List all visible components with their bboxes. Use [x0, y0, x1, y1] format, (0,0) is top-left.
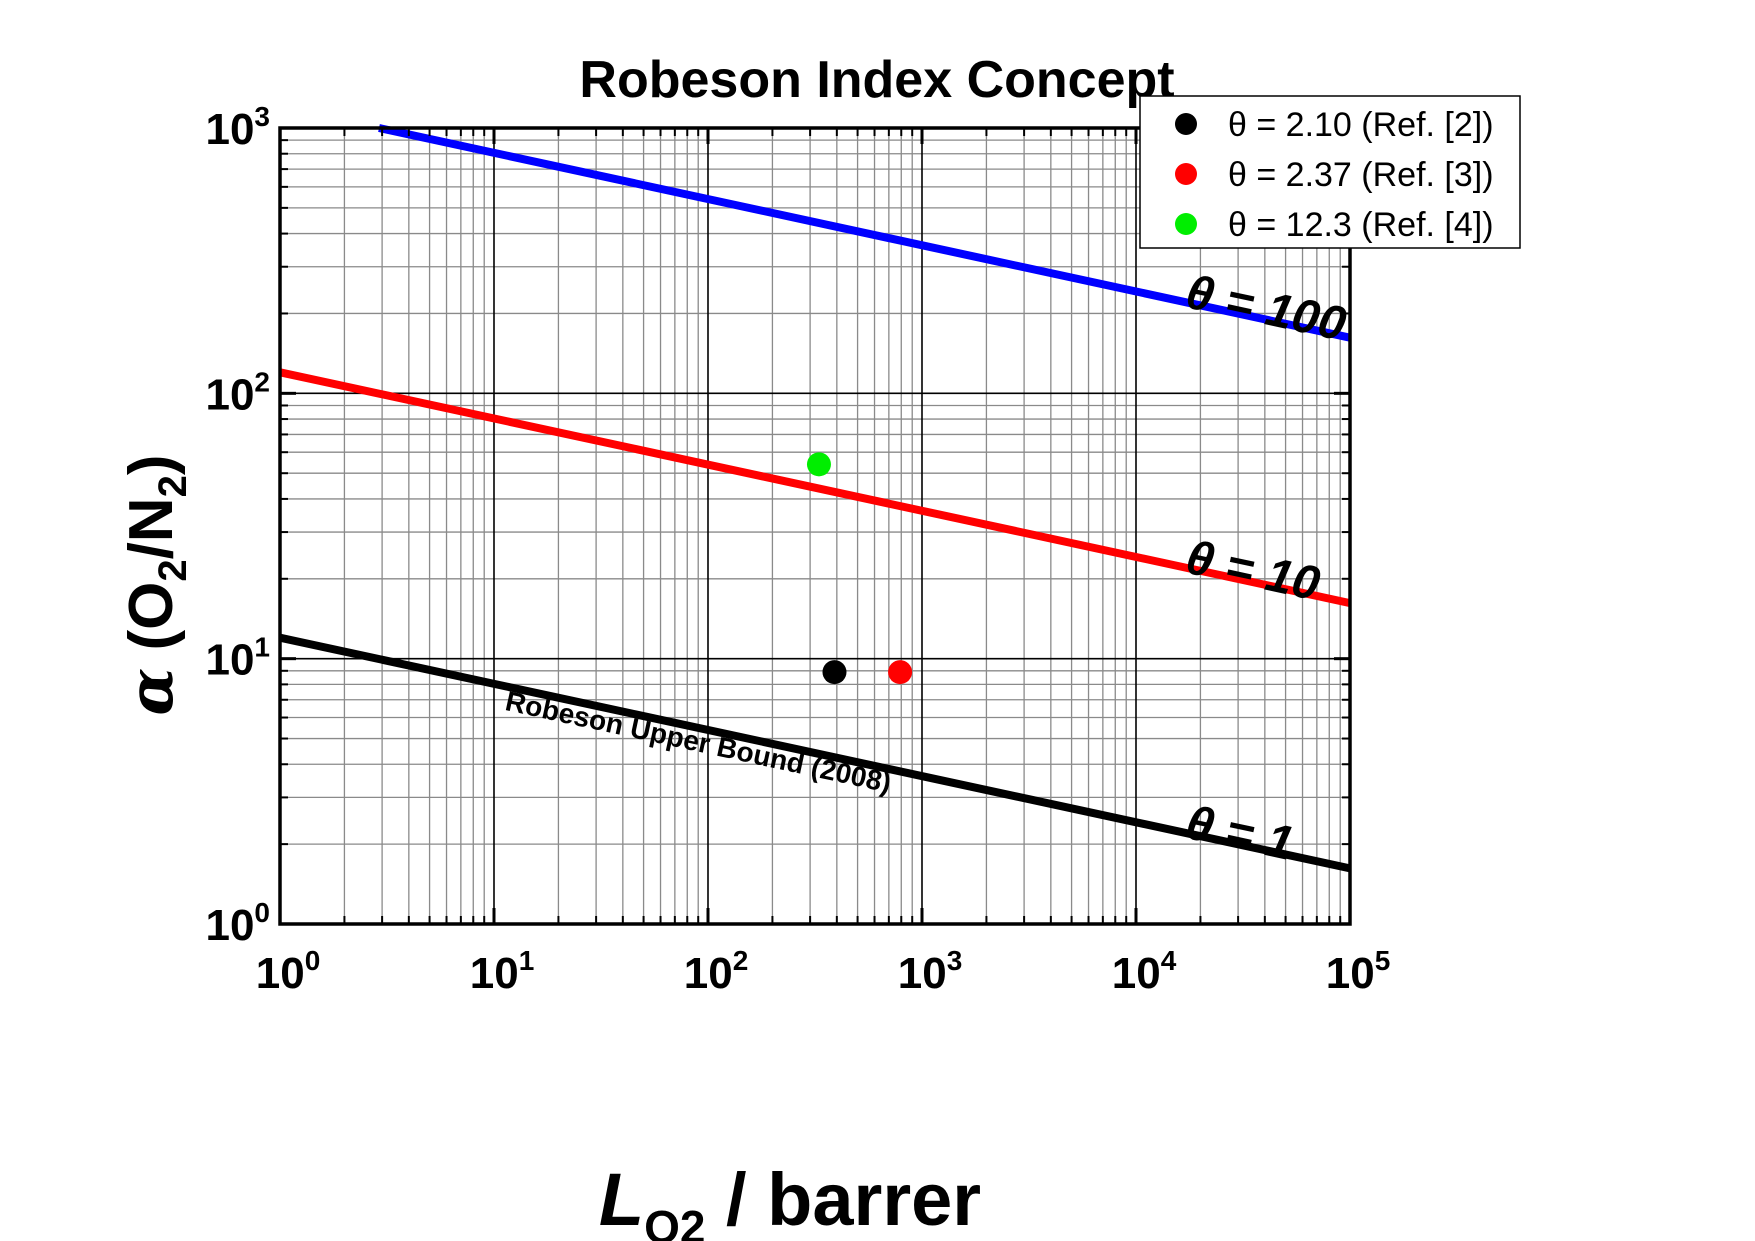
y-tick-label: 100 [205, 897, 270, 950]
theta-lines [279, 124, 1351, 873]
x-axis-label-unit: / barrer [705, 1158, 981, 1241]
x-tick-label: 103 [898, 945, 963, 998]
y-axis-label-mid: /N [117, 497, 186, 559]
y-axis-label-sub1: 2 [151, 559, 195, 581]
y-axis-label-open: (O [117, 582, 186, 668]
x-tick-label: 105 [1326, 945, 1391, 998]
x-axis-label-subscript: O2 [644, 1201, 705, 1241]
legend-label-1: θ = 2.37 (Ref. [3]) [1228, 156, 1494, 194]
legend-marker-0 [1175, 113, 1197, 135]
x-tick-label: 102 [684, 945, 749, 998]
theta-line-label-0: θ = 100 [1181, 266, 1350, 352]
chart-title: Robeson Index Concept [579, 51, 1174, 109]
y-tick-labels: 100 101 102 103 [205, 101, 270, 950]
data-point-1 [888, 660, 913, 685]
x-axis-label: LO2 / barrer [599, 1158, 981, 1241]
theta-line-1 [279, 368, 1351, 608]
y-tick-label: 101 [205, 632, 270, 685]
legend-marker-2 [1175, 213, 1197, 235]
y-tick-label: 103 [205, 101, 270, 154]
y-axis-label: α (O2/N2) [114, 455, 195, 716]
data-point-2 [806, 452, 831, 477]
axes [278, 126, 1352, 926]
plot-frame [278, 126, 1352, 926]
y-axis-label-close: ) [117, 455, 186, 476]
x-tick-labels: 100 101 102 103 104 105 [256, 945, 1391, 998]
grid-minor [280, 128, 1350, 924]
data-points [806, 452, 913, 685]
theta-line-2 [279, 633, 1351, 873]
y-tick-label: 102 [205, 366, 270, 419]
y-axis-label-symbol: α [114, 668, 187, 716]
theta-line-0 [378, 124, 1351, 342]
theta-line-label-2: θ = 1 [1181, 796, 1298, 871]
y-axis-label-sub2: 2 [151, 475, 195, 497]
x-axis-label-symbol: L [599, 1158, 644, 1241]
legend: θ = 2.10 (Ref. [2]) θ = 2.37 (Ref. [3]) θ … [1139, 95, 1521, 249]
x-tick-label: 104 [1112, 945, 1177, 998]
legend-marker-1 [1175, 163, 1197, 185]
legend-label-2: θ = 12.3 (Ref. [4]) [1228, 206, 1494, 244]
legend-label-0: θ = 2.10 (Ref. [2]) [1228, 106, 1494, 144]
x-tick-label: 101 [470, 945, 535, 998]
legend-box [1139, 95, 1521, 249]
x-tick-label: 100 [256, 945, 321, 998]
data-point-0 [822, 660, 847, 685]
